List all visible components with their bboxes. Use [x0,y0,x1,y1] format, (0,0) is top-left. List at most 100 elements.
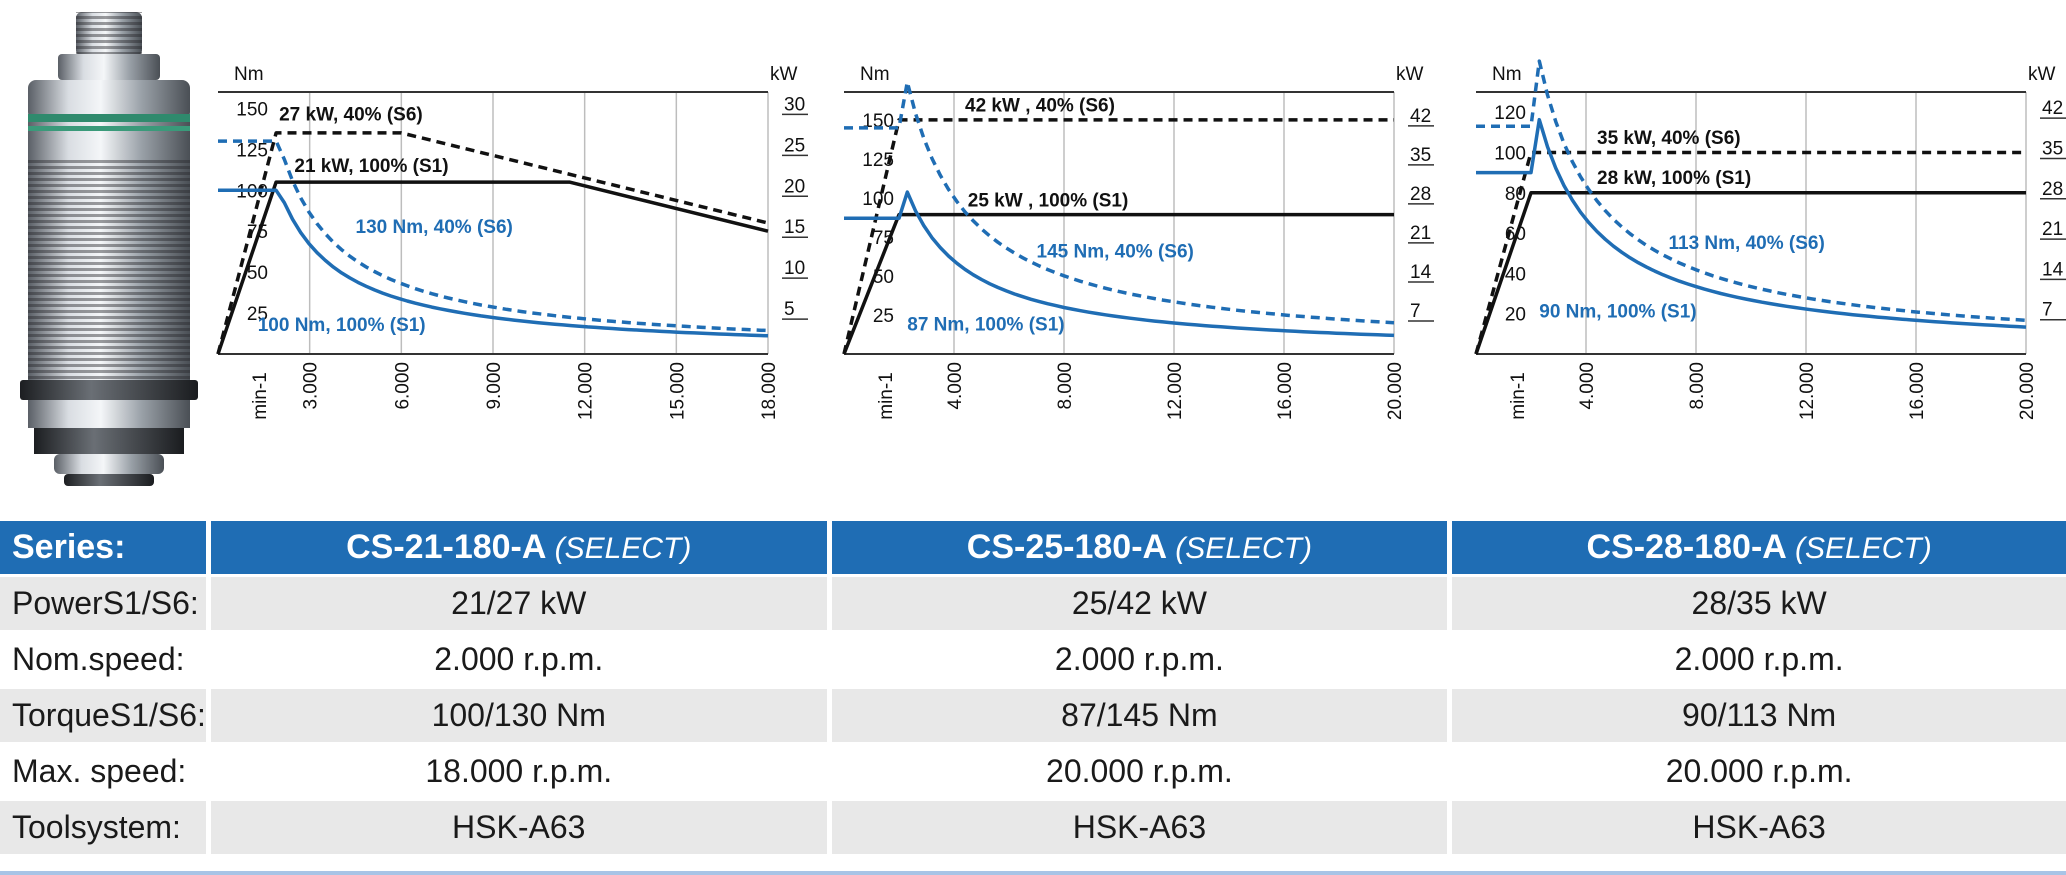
y-right-tick-label: 28 [1410,184,1431,205]
table-cell: 20.000 r.p.m. [829,743,1453,801]
model-variant: (SELECT) [1175,532,1313,565]
table-cell: HSK-A63 [1449,799,2066,857]
series-line [216,180,769,355]
series-label: 35 kW, 40% (S6) [1597,128,1741,149]
series-label: 27 kW, 40% (S6) [279,105,423,126]
row-label: Max. speed: [0,743,211,801]
series-label: 145 Nm, 40% (S6) [1037,241,1194,262]
y-left-unit: Nm [1492,64,1522,85]
series-label: 42 kW , 40% (S6) [965,96,1115,117]
y-right-tick-label: 14 [1410,262,1432,283]
x-tick-label: 15.000 [667,362,688,420]
series-label: 28 kW, 100% (S1) [1597,168,1751,189]
y-left-tick-label: 20 [1505,305,1526,326]
model-header-1: CS-25-180-A (SELECT) [829,521,1453,577]
y-right-unit: kW [1396,64,1424,85]
table-header-row: Series: CS-21-180-A (SELECT) CS-25-180-A… [0,521,2066,577]
x-tick-label: 4.000 [945,362,966,410]
series-label: 113 Nm, 40% (S6) [1669,233,1825,254]
y-right-tick-label: 42 [1410,106,1431,127]
y-left-tick-label: 25 [247,304,268,325]
y-left-tick-label: 40 [1505,264,1526,285]
series-line [1474,191,2026,355]
y-left-unit: Nm [234,64,264,85]
chart-cs-28-180-a: Nm kW 20 40 60 80 100 120 7 14 21 28 35 42 min-1 4.000 8… [1460,40,2066,440]
y-right-tick-label: 25 [784,135,805,156]
table-cell: 2.000 r.p.m. [829,631,1453,689]
y-left-tick-label: 125 [236,140,268,161]
spec-table: Series: CS-21-180-A (SELECT) CS-25-180-A… [0,521,2066,857]
table-row: Toolsystem: HSK-A63 HSK-A63 HSK-A63 [0,799,2066,857]
x-tick-label: 12.000 [576,362,597,420]
model-header-0: CS-21-180-A (SELECT) [208,521,832,577]
table-cell: 28/35 kW [1449,575,2066,633]
table-cell: 21/27 kW [208,575,832,633]
y-right-tick-label: 7 [2042,300,2053,321]
y-left-tick-label: 25 [873,306,894,327]
table-cell: 25/42 kW [829,575,1453,633]
y-right-tick-label: 42 [2042,98,2063,119]
series-label: 90 Nm, 100% (S1) [1539,302,1696,323]
table-cell: 2.000 r.p.m. [208,631,832,689]
row-label: Toolsystem: [0,799,211,857]
series-line [1476,59,2027,323]
y-right-tick-label: 28 [2042,179,2063,200]
model-variant: (SELECT) [1795,532,1932,565]
series-label: 25 kW , 100% (S1) [968,190,1129,211]
y-right-unit: kW [2028,64,2056,85]
y-left-tick-label: 150 [862,111,894,132]
y-left-tick-label: 100 [862,189,894,210]
x-tick-label: 12.000 [1797,362,1818,420]
x-tick-label: 8.000 [1055,362,1076,410]
y-right-tick-label: 20 [784,176,805,197]
table-cell: 20.000 r.p.m. [1449,743,2066,801]
model-name: CS-28-180-A [1586,528,1786,566]
y-left-tick-label: 100 [1494,143,1526,164]
row-label: TorqueS1/S6: [0,687,211,745]
series-line [1476,117,2027,329]
chart-cs-21-180-a: Nm kW 25 50 75 100 125 150 5 10 15 20 25 30 min-1 3.000… [202,40,822,440]
y-right-tick-label: 35 [2042,138,2063,159]
table-cell: HSK-A63 [208,799,832,857]
x-tick-label: 9.000 [484,362,505,410]
x-tick-label: 3.000 [301,362,322,410]
x-tick-label: 16.000 [1907,362,1928,420]
series-label: 100 Nm, 100% (S1) [258,315,426,336]
series-line [216,131,769,355]
chart-cs-25-180-a: Nm kW 25 50 75 100 125 150 7 14 21 28 35 42 min-1 4.000… [828,40,1448,440]
series-label: 130 Nm, 40% (S6) [356,217,513,238]
table-cell: 90/113 Nm [1449,687,2066,745]
y-left-tick-label: 150 [236,99,268,120]
row-label: Nom.speed: [0,631,211,689]
x-unit-label: min-1 [1508,372,1529,420]
x-tick-label: 4.000 [1577,362,1598,410]
model-name: CS-25-180-A [966,528,1166,566]
table-row: TorqueS1/S6: 100/130 Nm 87/145 Nm 90/113… [0,687,2066,745]
series-label: 21 kW, 100% (S1) [294,156,448,177]
series-line [218,188,769,338]
x-tick-label: 8.000 [1687,362,1708,410]
y-right-tick-label: 30 [784,94,805,115]
motor-spindle-image [20,12,198,486]
series-line [844,80,1395,325]
y-left-tick-label: 50 [247,263,268,284]
y-left-tick-label: 120 [1494,103,1526,124]
y-right-unit: kW [770,64,798,85]
model-variant: (SELECT) [554,532,692,565]
y-right-tick-label: 15 [784,217,805,238]
table-cell: 18.000 r.p.m. [208,743,832,801]
model-name: CS-21-180-A [346,528,546,566]
x-tick-label: 20.000 [2017,362,2038,420]
y-right-tick-label: 7 [1410,301,1421,322]
table-cell: HSK-A63 [829,799,1453,857]
bottom-rule [0,871,2066,875]
y-right-tick-label: 35 [1410,145,1431,166]
x-tick-label: 20.000 [1385,362,1406,420]
table-row: Max. speed: 18.000 r.p.m. 20.000 r.p.m. … [0,743,2066,801]
x-unit-label: min-1 [876,372,897,420]
table-cell: 100/130 Nm [208,687,832,745]
table-cell: 87/145 Nm [829,687,1453,745]
